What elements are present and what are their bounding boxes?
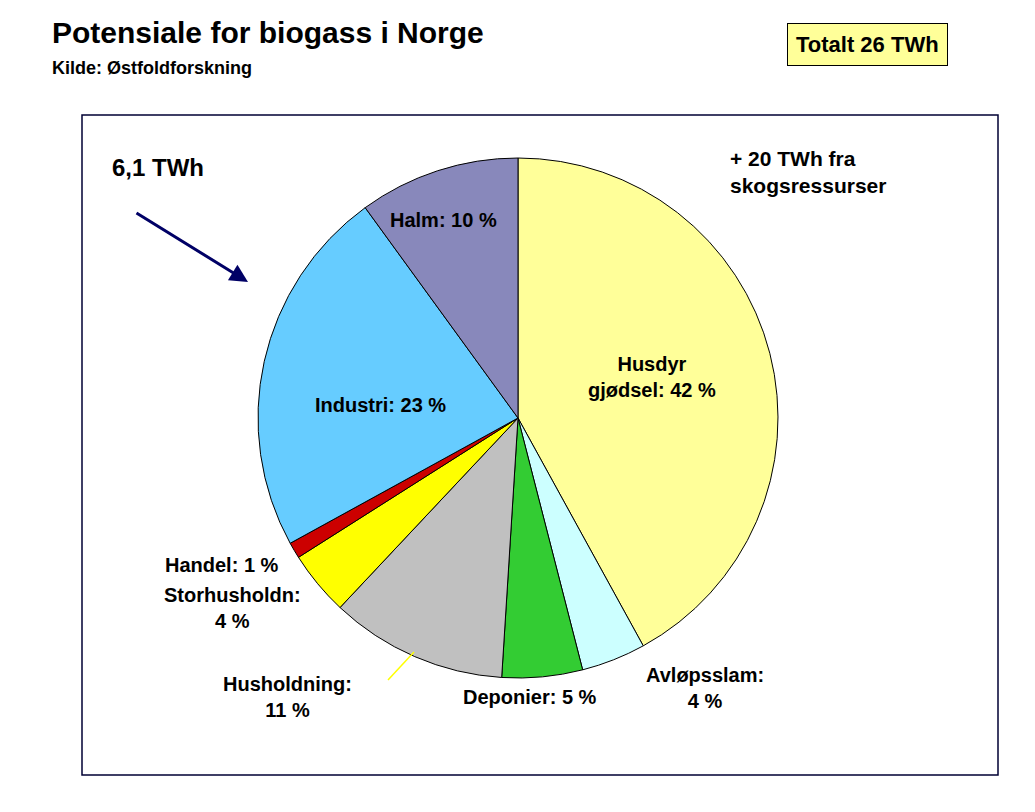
svg-text:+ 20 TWh fraskogsressurser: + 20 TWh fraskogsressurser	[730, 147, 886, 197]
svg-text:Avløpsslam:4 %: Avløpsslam:4 %	[646, 664, 764, 712]
svg-text:Husholdning:11 %: Husholdning:11 %	[223, 673, 352, 721]
svg-text:Storhusholdn:4 %: Storhusholdn:4 %	[164, 584, 301, 632]
svg-text:Deponier: 5 %: Deponier: 5 %	[463, 686, 597, 708]
svg-text:Halm: 10 %: Halm: 10 %	[390, 209, 497, 231]
svg-text:Totalt 26 TWh: Totalt 26 TWh	[796, 32, 939, 57]
svg-text:Industri: 23 %: Industri: 23 %	[315, 394, 446, 416]
svg-text:Handel: 1 %: Handel: 1 %	[165, 554, 279, 576]
svg-text:Potensiale for biogass i Norge: Potensiale for biogass i Norge	[52, 16, 484, 49]
svg-text:6,1 TWh: 6,1 TWh	[112, 154, 204, 181]
svg-text:Kilde: Østfoldforskning: Kilde: Østfoldforskning	[52, 58, 252, 78]
svg-text:Husdyrgjødsel: 42 %: Husdyrgjødsel: 42 %	[588, 353, 716, 401]
